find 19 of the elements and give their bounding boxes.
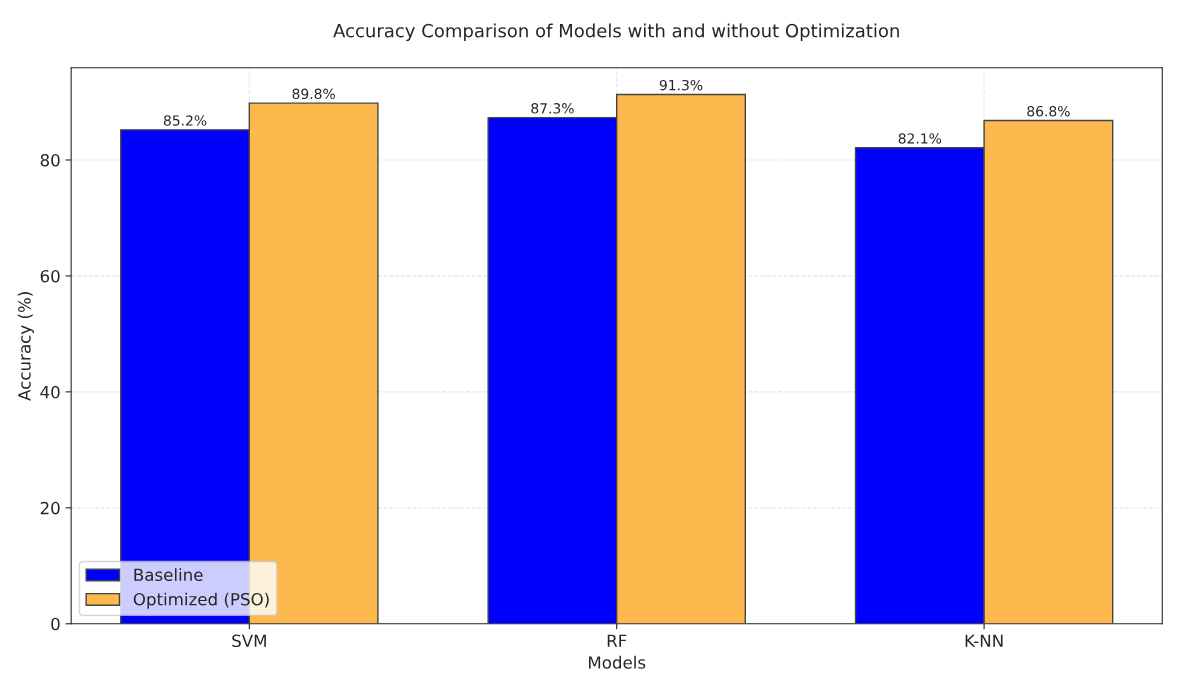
y-tick-label: 60	[40, 269, 60, 283]
y-tick-label: 0	[51, 617, 60, 631]
y-axis-title: Accuracy (%)	[17, 292, 34, 401]
y-tick-label: 40	[40, 385, 60, 399]
x-tick-label: SVM	[232, 634, 266, 648]
data-label: 89.8%	[292, 88, 335, 100]
data-label: 91.3%	[659, 79, 703, 91]
data-label: 82.1%	[898, 133, 942, 144]
data-label: 87.3%	[531, 103, 574, 114]
legend-label: Baseline	[134, 568, 203, 582]
y-tick-label: 20	[40, 501, 60, 515]
legend-label: Optimized (PSO)	[133, 592, 269, 609]
x-axis-title: Models	[588, 655, 646, 669]
data-label: 86.8%	[1027, 105, 1070, 117]
x-tick-label: K-NN	[965, 634, 1003, 647]
chart-title: Accuracy Comparison of Models with and without Optimization	[333, 23, 899, 41]
x-tick-label: RF	[607, 634, 627, 647]
data-label: 85.2%	[163, 115, 207, 126]
y-tick-label: 80	[40, 153, 60, 167]
